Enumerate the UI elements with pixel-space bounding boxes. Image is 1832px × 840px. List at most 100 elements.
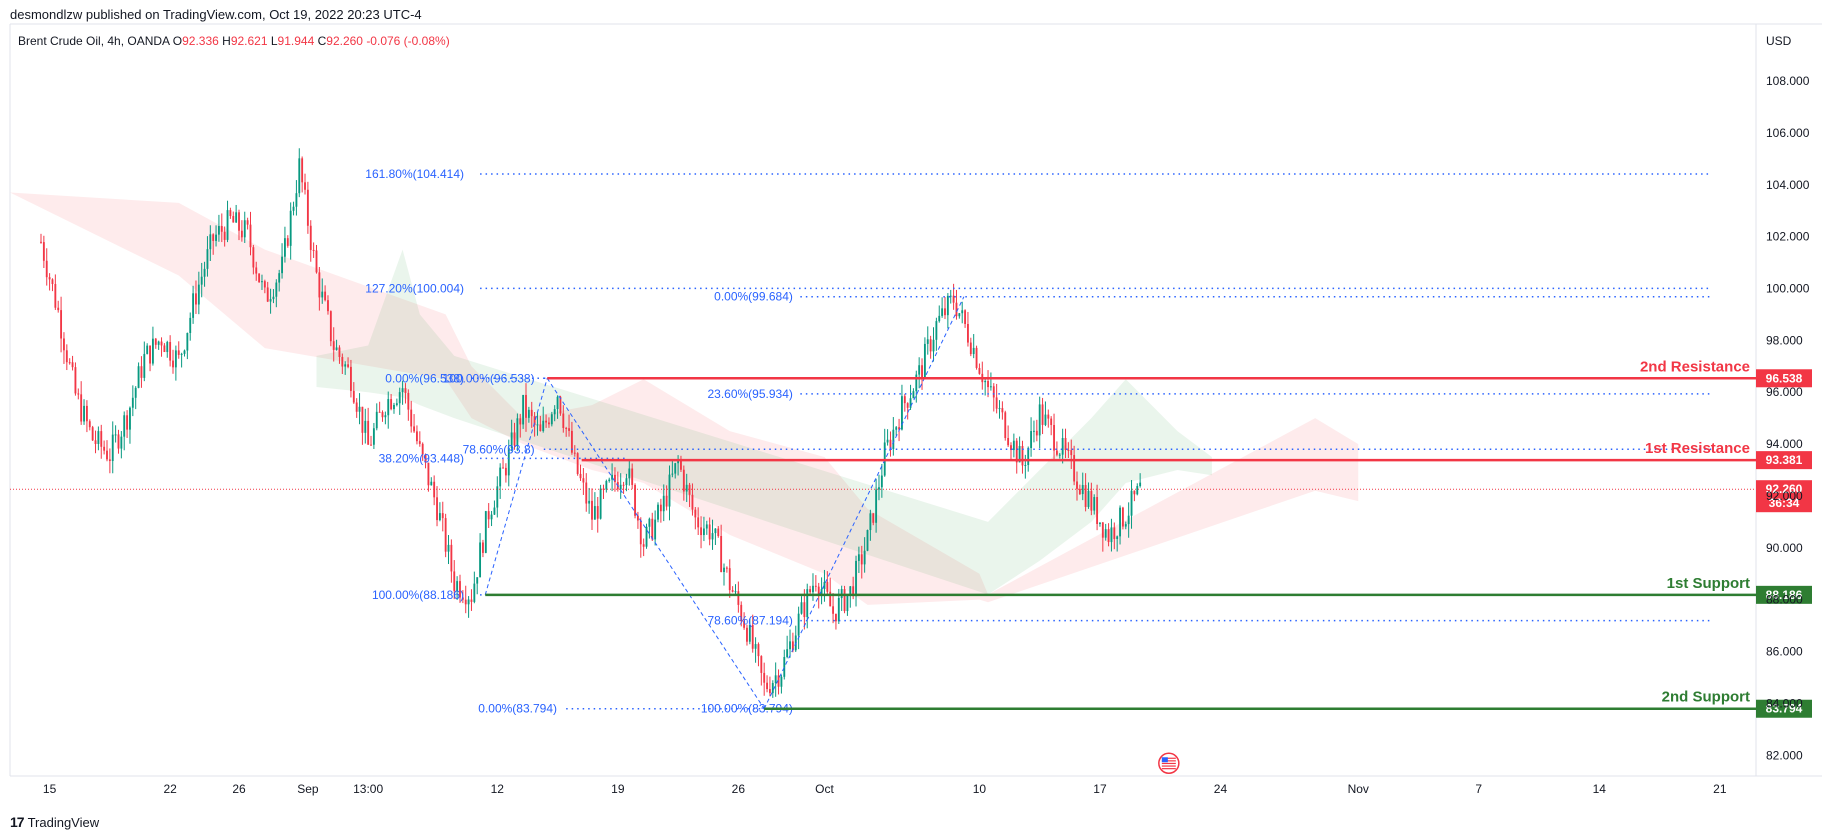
candle-body — [108, 459, 111, 462]
candle-body — [674, 463, 677, 474]
candle-body — [786, 649, 789, 658]
candle-body — [1064, 438, 1067, 450]
time-tick-label: 17 — [1093, 782, 1107, 796]
candle-body — [1073, 455, 1076, 482]
candle-body — [809, 589, 812, 593]
candle-body — [1104, 529, 1107, 538]
candle-body — [608, 479, 611, 481]
candle-body — [312, 249, 315, 251]
candle-body — [869, 513, 872, 531]
candle-body — [622, 484, 625, 486]
candle-body — [341, 356, 344, 367]
fibonacci-levels: 161.80%(104.414) 127.20%(100.004) 0.00%(99… — [365, 167, 1712, 716]
candle-body — [757, 644, 760, 657]
price-tick-label: 100.000 — [1766, 281, 1810, 295]
candle-body — [1012, 440, 1015, 451]
candle-body — [1113, 527, 1116, 539]
candle-body — [938, 315, 941, 322]
candle-body — [278, 273, 281, 283]
candle-body — [295, 193, 298, 207]
candle-body — [467, 599, 470, 605]
candle-body — [180, 353, 183, 355]
candle-body — [372, 428, 375, 445]
candle-body — [398, 392, 401, 404]
candle-body — [510, 432, 513, 448]
candle-body — [648, 518, 651, 527]
candle-body — [298, 158, 301, 194]
footer-brand[interactable]: 17 TradingView — [10, 814, 99, 830]
candle-body — [734, 591, 737, 593]
candle-body — [909, 398, 912, 408]
candle-body — [619, 484, 622, 490]
candle-body — [80, 394, 83, 422]
candle-body — [1018, 446, 1021, 463]
candle-body — [421, 443, 424, 455]
candle-body — [212, 234, 215, 241]
candle-body — [929, 339, 932, 352]
price-tick-label: 108.000 — [1766, 74, 1810, 88]
candle-body — [433, 481, 436, 498]
candle-body — [1024, 464, 1027, 466]
support-resistance-levels: 2nd Resistance 96.538 1st Resistance 93.381… — [10, 358, 1812, 718]
candle-body — [662, 495, 665, 512]
candle-body — [441, 513, 444, 519]
candle-body — [424, 454, 427, 463]
candle-body — [912, 391, 915, 399]
fib-trendline — [763, 296, 965, 709]
candle-body — [1136, 486, 1139, 495]
candle-body — [1015, 440, 1018, 463]
candle-body — [418, 441, 421, 444]
candle-body — [740, 604, 743, 622]
event-marker[interactable] — [1158, 752, 1180, 775]
candle-body — [413, 426, 416, 432]
candle-body — [886, 439, 889, 443]
time-tick-label: 7 — [1475, 782, 1482, 796]
price-tick-label: 92.000 — [1766, 489, 1803, 503]
candle-body — [384, 415, 387, 418]
high-label: H — [222, 34, 231, 48]
candle-body — [378, 411, 381, 413]
candle-body — [272, 296, 275, 300]
candle-body — [918, 365, 921, 375]
candle-body — [292, 206, 295, 211]
candle-body — [404, 388, 407, 393]
candle-body — [263, 281, 266, 288]
low-label: L — [270, 34, 278, 48]
candle-body — [68, 362, 71, 364]
candle-body — [737, 591, 740, 605]
candle-body — [1101, 522, 1104, 538]
candle-body — [746, 627, 748, 642]
candle-body — [1007, 438, 1010, 446]
candle-body — [470, 599, 473, 602]
candle-body — [232, 216, 235, 223]
candle-body — [728, 568, 731, 591]
symbol-name: Brent Crude Oil, 4h, OANDA — [18, 34, 170, 48]
candle-body — [306, 189, 309, 226]
candle-body — [961, 310, 964, 314]
candle-body — [895, 427, 898, 430]
current-price-value: 92.260 — [1766, 482, 1803, 496]
candle-body — [226, 210, 229, 240]
candle-body — [200, 276, 203, 285]
candle-body — [978, 367, 981, 374]
tradingview-logo-icon: 17 — [10, 814, 25, 830]
candle-body — [783, 657, 786, 677]
candle-body — [238, 212, 240, 231]
candle-body — [332, 341, 335, 350]
candle-body — [659, 504, 662, 512]
fibonacci-trendlines — [484, 296, 965, 710]
candle-body — [390, 399, 393, 410]
candle-body — [705, 524, 708, 529]
price-axis: 82.000 84.000 86.000 88.000 90.000 92.000 94.0… — [1766, 74, 1810, 762]
candle-body — [1044, 414, 1047, 425]
candle-body — [832, 606, 834, 614]
candle-body — [671, 473, 674, 475]
candle-body — [381, 412, 384, 418]
candle-body — [496, 486, 499, 508]
price-tick-label: 88.000 — [1766, 593, 1803, 607]
cloud-bearish — [10, 192, 1359, 605]
candle-body — [106, 450, 108, 460]
candle-body — [172, 360, 174, 368]
candle-body — [522, 394, 525, 425]
